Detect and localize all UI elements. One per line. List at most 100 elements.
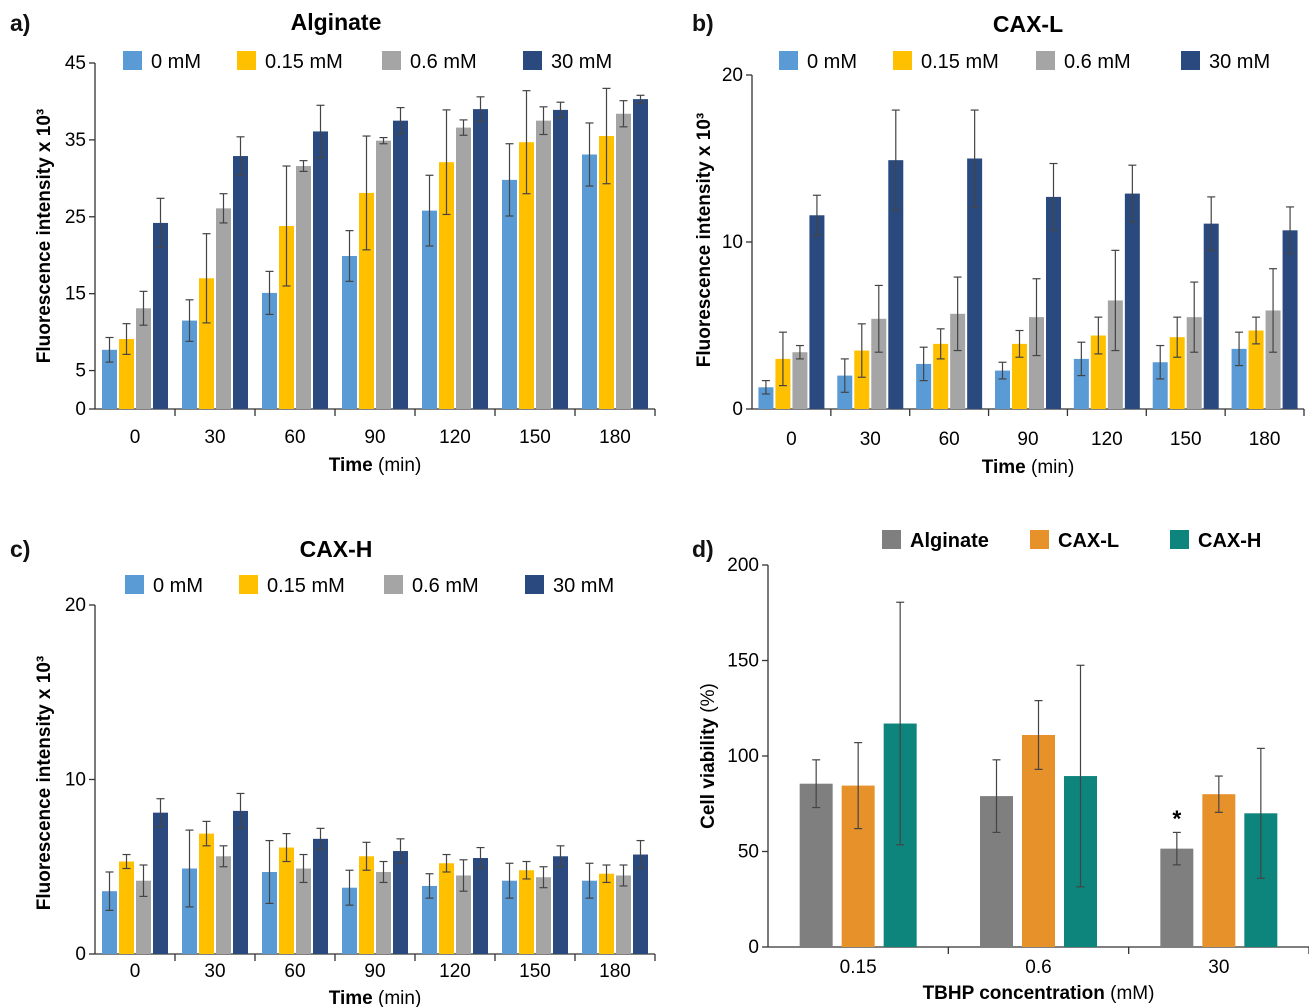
chart-c-x-label-unit: (min)	[378, 988, 421, 1007]
chart-c-bar	[633, 854, 648, 954]
chart-b-bar	[1231, 348, 1247, 409]
chart-c-bar	[216, 856, 231, 954]
chart-c-legend-label: 0.15 mM	[267, 575, 345, 597]
chart-a-x-label-unit: (min)	[378, 455, 421, 476]
chart-a-y-tick-label: 15	[65, 284, 86, 305]
chart-d-legend-swatch	[1030, 530, 1049, 549]
panel-letter-a: a)	[10, 10, 31, 36]
chart-a-bar	[296, 166, 311, 409]
chart-d-x-label: TBHP concentration (mM)	[923, 983, 1155, 1004]
chart-d-y-label-unit: (%)	[698, 683, 719, 713]
chart-c-bar	[536, 877, 551, 954]
chart-b-bar	[933, 343, 949, 409]
chart-a-legend-label: 30 mM	[551, 51, 612, 73]
chart-a-x-tick-label: 60	[284, 427, 305, 448]
chart-d-legend-label: CAX-H	[1198, 530, 1261, 552]
chart-a-x-label: Time (min)	[329, 455, 422, 476]
chart-b-bar	[1248, 330, 1264, 409]
chart-c-legend-swatch	[125, 575, 144, 594]
chart-b-bar	[1046, 196, 1061, 409]
chart-a-bar	[216, 208, 231, 409]
chart-b-legend-swatch	[779, 51, 798, 70]
chart-c-bar	[279, 847, 294, 954]
chart-c-y-tick-label: 20	[65, 595, 86, 616]
chart-b-bar	[1186, 317, 1202, 409]
panel-a-alginate: Alginate 0 5 15 25 35 45 0 30 60 90 120 150 180 0 mM 0.…	[0, 0, 660, 500]
chart-c-y-tick-label: 10	[65, 770, 86, 791]
chart-a-bar	[119, 339, 134, 409]
chart-a-legend-swatch	[237, 51, 256, 70]
chart-a-x-tick-label: 180	[599, 427, 631, 448]
chart-b-title: CAX-L	[993, 11, 1063, 37]
chart-b-x-tick-label: 120	[1091, 429, 1123, 450]
chart-d-y-label: Cell viability (%)	[698, 683, 719, 829]
chart-a-legend-label: 0.15 mM	[265, 51, 343, 73]
chart-a-legend-label: 0.6 mM	[410, 51, 477, 73]
chart-b-legend-label: 0 mM	[807, 51, 857, 73]
chart-a-x-tick-label: 30	[204, 427, 225, 448]
chart-a-y-tick-label: 25	[65, 207, 86, 228]
chart-b-bar	[888, 160, 904, 409]
chart-b-bar	[854, 350, 870, 409]
chart-a-bar	[313, 131, 328, 410]
chart-b-bar	[1169, 337, 1185, 409]
chart-c-y-label-group: Fluorescence intensity x 10³	[34, 656, 55, 911]
chart-c-svg: CAX-H 0 10 20 0 30 60 90 120 150 180 0 mM 0.15 mM 0.6…	[34, 536, 656, 1007]
chart-a-svg: Alginate 0 5 15 25 35 45 0 30 60 90 120 150 180 0 mM 0.…	[34, 9, 656, 476]
chart-b-bar	[871, 318, 887, 409]
chart-d-legend-label: Alginate	[910, 530, 989, 552]
chart-b-x-tick-label: 30	[860, 429, 881, 450]
chart-a-bar	[582, 154, 597, 409]
chart-c-legend-swatch	[384, 575, 403, 594]
chart-c-x-label-main: Time	[329, 988, 373, 1007]
chart-a-legend-swatch	[123, 51, 142, 70]
chart-d-y-tick-label: 100	[727, 746, 759, 767]
chart-c-legend-swatch	[239, 575, 258, 594]
chart-d-x-label-unit: (mM)	[1110, 983, 1154, 1004]
chart-b-y-label: Fluorescence intensity x 10³	[694, 113, 715, 368]
chart-a-bar	[233, 156, 248, 409]
chart-b-x-label-main: Time	[982, 457, 1026, 478]
chart-a-bar	[473, 109, 488, 409]
chart-b-y-tick-label: 0	[732, 399, 743, 420]
chart-c-bar	[296, 868, 311, 954]
chart-d-annotation: *	[1172, 805, 1181, 831]
chart-a-y-tick-label: 5	[75, 361, 86, 382]
chart-a-bar	[393, 120, 408, 410]
chart-a-bar	[553, 109, 568, 409]
chart-b-legend-swatch	[1181, 51, 1200, 70]
chart-c-legend-label: 0.6 mM	[412, 575, 479, 597]
chart-d-legend-swatch	[1170, 530, 1189, 549]
chart-b-y-tick-label: 20	[722, 65, 743, 86]
chart-b-bar	[809, 215, 825, 409]
chart-b-y-tick-label: 10	[722, 232, 743, 253]
chart-c-bar	[439, 863, 454, 954]
chart-c-y-tick-label: 0	[75, 944, 86, 965]
chart-c-bar	[153, 812, 168, 954]
chart-c-bar	[182, 868, 197, 954]
chart-b-bar	[1107, 300, 1123, 409]
chart-b-legend-label: 0.15 mM	[921, 51, 999, 73]
chart-b-bar	[758, 387, 774, 409]
chart-b-bar	[1265, 310, 1281, 409]
chart-a-title: Alginate	[291, 9, 382, 35]
chart-b-bar	[1124, 193, 1140, 409]
chart-c-title: CAX-H	[300, 536, 373, 562]
chart-b-svg: CAX-L 0 10 20 0 30 60 90 120 150 180 0 mM 0.15 mM 0.6…	[694, 11, 1305, 478]
chart-a-bar	[536, 120, 551, 410]
chart-b-bar	[1029, 317, 1044, 409]
chart-c-bar	[456, 875, 471, 954]
chart-c-legend-label: 0 mM	[153, 575, 203, 597]
chart-d-x-label-main: TBHP concentration	[923, 983, 1105, 1004]
chart-d-y-label-group: Cell viability (%)	[698, 683, 719, 829]
chart-a-x-label-main: Time	[329, 455, 373, 476]
chart-d-y-tick-label: 50	[738, 842, 759, 863]
chart-b-bar	[792, 352, 808, 409]
chart-b-legend-label: 30 mM	[1209, 51, 1270, 73]
chart-c-x-label: Time (min)	[329, 988, 422, 1007]
chart-c-bar	[359, 856, 374, 954]
chart-c-bar	[422, 885, 437, 954]
chart-c-bar	[342, 887, 357, 954]
chart-a-bar	[199, 278, 214, 409]
chart-b-y-label-group: Fluorescence intensity x 10³	[694, 113, 715, 368]
